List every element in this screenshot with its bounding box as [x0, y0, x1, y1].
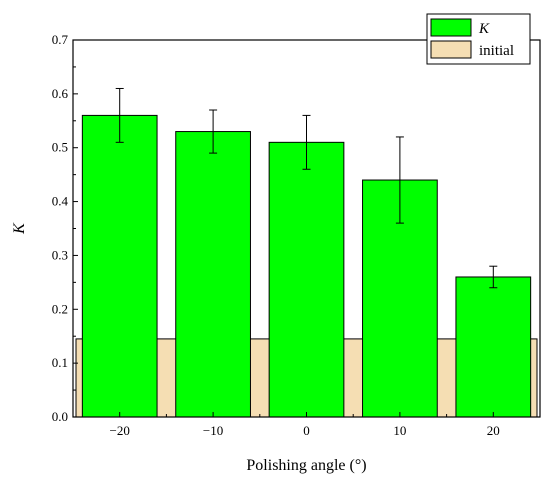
y-tick-label: 0.2 [52, 301, 68, 316]
y-axis-title: K [11, 222, 28, 235]
y-tick-label: 0.6 [52, 86, 69, 101]
x-tick-label: −20 [110, 423, 130, 438]
bar-k [268, 141, 345, 418]
y-tick-label: 0.5 [52, 140, 68, 155]
x-tick-label: 20 [487, 423, 500, 438]
bar-k [175, 131, 251, 418]
y-tick-label: 0.0 [52, 409, 68, 424]
x-tick-label: 10 [393, 423, 406, 438]
axes-layer: 0.0 0.1 0.2 0.3 0.4 0.5 0.6 0.7 −20 −10 0 10 20 Polis… [11, 32, 541, 474]
y-tick-label: 0.3 [52, 247, 68, 262]
error-bars-layer [115, 87, 498, 289]
x-axis-title: Polishing angle (°) [246, 457, 366, 474]
legend-swatch-k [430, 18, 472, 37]
y-tick-label: 0.4 [52, 194, 69, 209]
bar-k [81, 114, 158, 418]
bars-layer [81, 114, 532, 418]
y-tick-label: 0.1 [52, 355, 68, 370]
legend-swatch-initial [430, 40, 472, 59]
bar-k [455, 276, 532, 418]
legend-label-k: K [478, 21, 490, 37]
legend-label-initial: initial [479, 43, 514, 59]
y-tick-label: 0.7 [52, 32, 69, 47]
x-tick-label: 0 [303, 423, 310, 438]
x-tick-label: −10 [203, 423, 223, 438]
